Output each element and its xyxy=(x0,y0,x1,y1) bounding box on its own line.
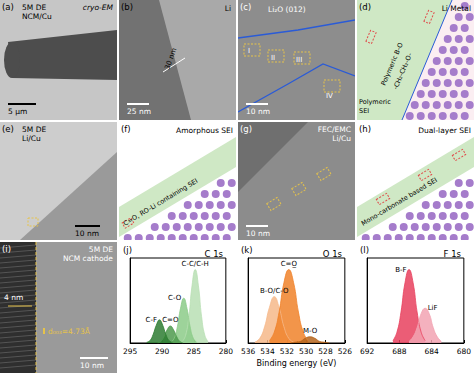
svg-text:(c): (c) xyxy=(240,2,251,12)
svg-text:680: 680 xyxy=(457,347,472,356)
svg-text:10 nm: 10 nm xyxy=(75,229,99,238)
svg-text:II: II xyxy=(271,54,275,62)
svg-text:C-C/C-H: C-C/C-H xyxy=(182,260,209,268)
svg-text:O 1s: O 1s xyxy=(323,249,343,259)
svg-text:(f): (f) xyxy=(121,124,131,134)
svg-text:(k): (k) xyxy=(241,245,253,255)
svg-text:Amorphous SEI: Amorphous SEI xyxy=(176,126,233,135)
svg-text:10 nm: 10 nm xyxy=(246,107,270,116)
svg-text:Li₂O (012): Li₂O (012) xyxy=(268,5,306,14)
svg-text:d₀₀₃=4.73Å: d₀₀₃=4.73Å xyxy=(48,327,91,336)
svg-text:532: 532 xyxy=(280,347,295,356)
svg-text:Li Metal: Li Metal xyxy=(442,4,471,13)
svg-text:cryo-EM: cryo-EM xyxy=(83,3,114,12)
svg-text:(l): (l) xyxy=(360,245,369,255)
svg-text:Li: Li xyxy=(225,4,231,13)
svg-text:Polymeric: Polymeric xyxy=(359,98,391,106)
svg-text:Mono-carbonate based SEI: Mono-carbonate based SEI xyxy=(360,176,439,228)
svg-text:(i): (i) xyxy=(2,244,11,254)
svg-text:5M DE: 5M DE xyxy=(22,3,46,12)
svg-text:Li/Cu: Li/Cu xyxy=(332,134,351,143)
svg-text:290: 290 xyxy=(155,347,170,356)
svg-text:4 nm: 4 nm xyxy=(4,293,23,302)
svg-text:-CH₂-CH₂-O-: -CH₂-CH₂-O- xyxy=(391,51,414,91)
svg-text:536: 536 xyxy=(241,347,256,356)
svg-text:295: 295 xyxy=(123,347,138,356)
svg-text:F 1s: F 1s xyxy=(444,249,462,259)
svg-text:Polymeric B-O: Polymeric B-O xyxy=(379,41,405,87)
svg-text:5 µm: 5 µm xyxy=(8,107,27,116)
svg-text:10 nm: 10 nm xyxy=(80,361,104,370)
svg-text:30 nm: 30 nm xyxy=(163,47,178,71)
svg-text:NCM/Cu: NCM/Cu xyxy=(22,12,52,21)
svg-text:684: 684 xyxy=(424,347,439,356)
svg-text:C=O̲: C=O̲ xyxy=(281,260,298,268)
svg-text:M-O: M-O xyxy=(303,327,318,335)
svg-text:692: 692 xyxy=(360,347,375,356)
svg-text:(e): (e) xyxy=(2,124,14,134)
svg-text:25 nm: 25 nm xyxy=(127,107,151,116)
svg-text:(g): (g) xyxy=(240,124,252,134)
svg-text:B-O/C-O: B-O/C-O xyxy=(260,287,289,295)
svg-text:Dual-layer SEI: Dual-layer SEI xyxy=(418,126,471,135)
svg-text:I: I xyxy=(248,47,250,55)
svg-text:C-O: C-O xyxy=(168,294,182,302)
svg-text:688: 688 xyxy=(392,347,407,356)
svg-text:280: 280 xyxy=(219,347,234,356)
svg-text:Li/Cu: Li/Cu xyxy=(22,134,41,143)
svg-text:530: 530 xyxy=(299,347,314,356)
svg-text:FEC/EMC: FEC/EMC xyxy=(318,125,351,134)
svg-text:C=O, RO-Li containing SEI: C=O, RO-Li containing SEI xyxy=(122,177,199,228)
svg-text:(a): (a) xyxy=(2,2,14,12)
svg-text:526: 526 xyxy=(338,347,353,356)
svg-text:(j): (j) xyxy=(123,245,132,255)
svg-text:NCM cathode: NCM cathode xyxy=(63,254,113,263)
svg-text:534: 534 xyxy=(260,347,275,356)
svg-text:Binding energy (eV): Binding energy (eV) xyxy=(257,359,337,368)
svg-text:5M DE: 5M DE xyxy=(89,245,113,254)
svg-text:LiF: LiF xyxy=(428,304,438,312)
svg-text:(h): (h) xyxy=(359,124,371,134)
svg-text:IV: IV xyxy=(326,92,333,100)
svg-text:(b): (b) xyxy=(121,2,133,12)
svg-text:5M DE: 5M DE xyxy=(22,125,46,134)
svg-text:B-F: B-F xyxy=(395,266,406,274)
svg-text:C-F: C-F xyxy=(146,316,157,324)
svg-text:10 nm: 10 nm xyxy=(246,229,270,238)
svg-text:III: III xyxy=(296,56,302,64)
svg-text:(d): (d) xyxy=(359,2,371,12)
svg-text:SEI: SEI xyxy=(359,107,369,115)
svg-text:285: 285 xyxy=(187,347,202,356)
svg-text:528: 528 xyxy=(318,347,333,356)
svg-text:C=O: C=O xyxy=(162,316,179,324)
svg-text:C 1s: C 1s xyxy=(205,249,224,259)
